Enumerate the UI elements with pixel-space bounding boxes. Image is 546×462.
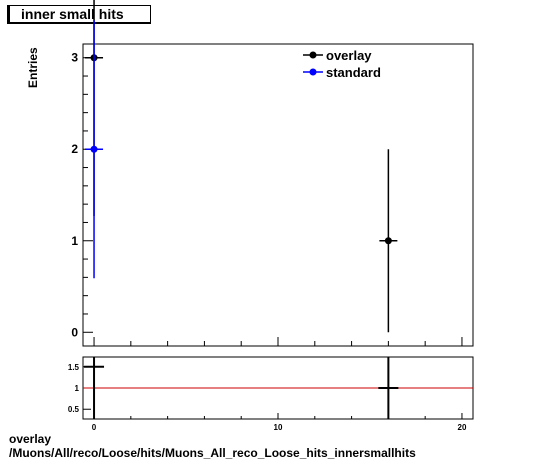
y-tick-label: 0 bbox=[71, 325, 78, 339]
ratio-data-marks bbox=[83, 357, 473, 419]
y-tick-label: 2 bbox=[71, 142, 78, 156]
y-tick-label: 3 bbox=[71, 51, 78, 65]
legend-marker bbox=[309, 68, 317, 76]
ratio-y-tick-label: 0.5 bbox=[68, 405, 80, 414]
caption-line-1: overlay bbox=[9, 432, 52, 446]
ratio-axis-ticks: 0 10 20 0.5 1 1.5 bbox=[68, 363, 467, 432]
caption-line-2: /Muons/All/reco/Loose/hits/Muons_All_rec… bbox=[9, 446, 416, 460]
x-tick-label: 20 bbox=[458, 423, 467, 432]
data-point-overlay bbox=[384, 237, 392, 245]
main-axis-ticks: 0 1 2 3 bbox=[71, 51, 463, 346]
x-tick-label: 0 bbox=[92, 423, 97, 432]
main-plot-frame bbox=[82, 43, 474, 347]
y-tick-label: 1 bbox=[71, 234, 78, 248]
legend-label-overlay: overlay bbox=[326, 48, 372, 63]
x-tick-label: 10 bbox=[274, 423, 283, 432]
caption: overlay /Muons/All/reco/Loose/hits/Muons… bbox=[9, 432, 416, 460]
main-data-marks bbox=[85, 0, 398, 333]
legend-label-standard: standard bbox=[326, 65, 381, 80]
chart-title: inner small hits bbox=[7, 5, 151, 24]
ratio-y-tick-label: 1 bbox=[75, 384, 80, 393]
ratio-y-tick-label: 1.5 bbox=[68, 363, 80, 372]
legend-marker bbox=[309, 51, 317, 59]
legend: overlay standard bbox=[303, 48, 381, 80]
data-point-standard bbox=[90, 145, 98, 153]
